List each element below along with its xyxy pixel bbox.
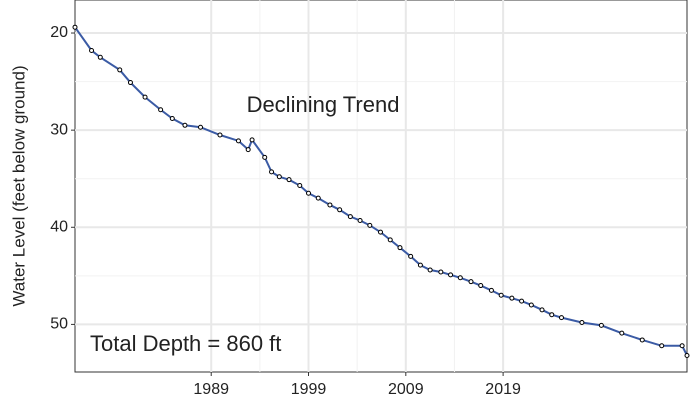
data-point [448,272,454,278]
data-point [276,174,282,180]
data-point [357,217,363,223]
data-point [579,319,585,325]
data-point [528,302,534,308]
data-point [684,352,690,358]
data-point [217,132,223,138]
data-point [519,298,525,304]
data-point [97,54,103,60]
data-point [488,287,494,293]
data-point [269,169,275,175]
data-point [315,195,321,201]
data-point [558,315,564,321]
x-tick-label: 2009 [388,381,424,398]
annotation: Declining Trend [247,92,400,117]
data-point [427,267,433,273]
data-point [245,147,251,153]
data-point [468,279,474,285]
x-tick-label: 1989 [193,381,229,398]
data-point [169,115,175,121]
data-point [679,343,685,349]
annotation: Total Depth = 860 ft [90,331,281,356]
data-point [235,138,241,144]
data-point [498,292,504,298]
x-tick-label: 1999 [291,381,327,398]
data-point [598,322,604,328]
grid [75,0,687,372]
data-point [367,222,373,228]
data-point [337,207,343,213]
marks [72,24,690,358]
data-point [347,214,353,220]
plot-frame [74,0,688,373]
y-tick-label: 30 [50,121,68,138]
data-point [639,337,645,343]
data-point [142,94,148,100]
series-line [74,26,688,356]
data-point [478,283,484,289]
data-point [539,307,545,313]
data-point [286,177,292,183]
data-point [327,202,333,208]
data-point [387,237,393,243]
data-point [619,330,625,336]
x-tick-label: 2019 [485,381,521,398]
data-point [509,295,515,301]
data-point [89,48,95,54]
y-tick-label: 40 [50,218,68,235]
data-point [408,253,414,259]
data-point [127,80,133,86]
data-point [117,67,123,73]
data-point [457,275,463,281]
data-point [306,190,312,196]
data-point [417,262,423,268]
data-point [262,154,268,160]
data-point [249,137,255,143]
data-point [72,24,78,30]
data-point [198,124,204,130]
y-tick-label: 20 [50,24,68,41]
y-tick-label: 50 [50,316,68,333]
data-point [182,122,188,128]
data-point [378,229,384,235]
data-point [297,183,303,189]
data-point [397,245,403,251]
data-point [549,312,555,318]
data-point [158,107,164,113]
data-point [659,343,665,349]
data-point [438,269,444,275]
y-axis-label: Water Level (feet below ground) [9,65,28,306]
